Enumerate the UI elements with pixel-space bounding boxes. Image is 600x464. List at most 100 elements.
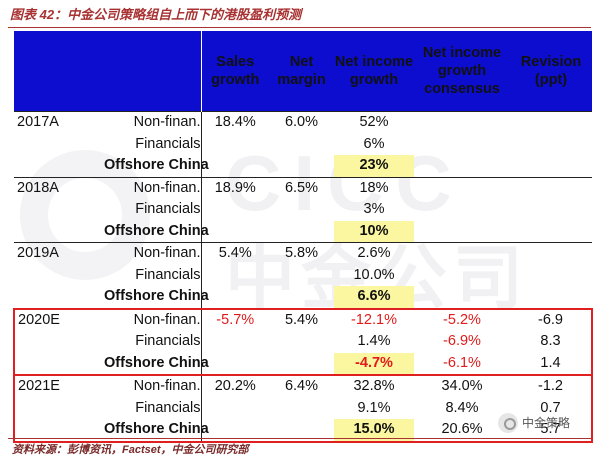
- header-row: Sales growth Net margin Net income growt…: [14, 31, 592, 112]
- cell-revision: [510, 134, 592, 156]
- cell-year: 2017A: [14, 111, 104, 134]
- cell-segment: Offshore China: [104, 288, 209, 305]
- table-row: Offshore China 23%: [14, 155, 592, 177]
- table-row: 2018A Non-finan. 18.9% 6.5% 18%: [14, 176, 592, 199]
- wechat-badge: 中金策略: [498, 410, 570, 436]
- cell-revision: [510, 111, 592, 134]
- cell-year: [13, 352, 104, 376]
- cell-segment: Offshore China: [104, 157, 209, 174]
- table-row: Financials 9.1% 8.4% 0.7: [13, 397, 593, 420]
- cell-consensus: -5.2%: [414, 307, 510, 331]
- cell-net-income-growth: 1.4%: [357, 333, 391, 350]
- cell-sales-growth: [200, 220, 269, 243]
- cell-year: [13, 331, 104, 353]
- cell-sales-growth: 5.4%: [200, 242, 269, 265]
- wechat-icon: [498, 413, 518, 433]
- cell-sales-growth: [200, 286, 269, 309]
- table-row: Financials 3%: [14, 199, 592, 221]
- cell-sales-growth: [200, 199, 269, 221]
- badge-label: 中金策略: [522, 416, 571, 430]
- header-revision: Revision (ppt): [510, 31, 592, 112]
- cell-net-income-growth: 52%: [334, 111, 414, 134]
- cell-revision: 5.7: [510, 419, 593, 443]
- cell-segment: Financials: [135, 201, 201, 218]
- cell-year: 2019A: [14, 242, 104, 265]
- table-row: Financials 1.4% -6.9% 8.3: [13, 331, 593, 353]
- cell-sales-growth: [200, 155, 269, 177]
- cell-year: [14, 265, 104, 287]
- bottom-rule: [8, 438, 591, 439]
- cell-net-margin: [269, 265, 334, 287]
- cell-net-margin: [269, 199, 334, 221]
- cell-net-income-growth: 9.1%: [357, 399, 391, 416]
- cell-revision: 1.4: [510, 352, 593, 376]
- cell-segment: Financials: [135, 135, 201, 152]
- header-consensus: Net income growth consensus: [414, 31, 510, 112]
- cell-sales-growth: 18.4%: [200, 111, 269, 134]
- earnings-forecast-table: Sales growth Net margin Net income growt…: [13, 31, 593, 443]
- cell-net-income-growth: 15.0%: [334, 419, 414, 443]
- cell-net-margin: [269, 398, 334, 420]
- cell-net-income-growth: -4.7%: [334, 352, 414, 376]
- cell-revision: [510, 265, 592, 287]
- cell-year: [14, 134, 104, 156]
- cell-revision: [510, 221, 592, 243]
- cell-consensus: [414, 111, 510, 134]
- cell-segment: Offshore China: [104, 352, 209, 376]
- cell-revision: -6.9: [510, 307, 593, 331]
- cell-year: 2021E: [13, 374, 104, 398]
- cell-sales-growth: -5.7%: [200, 307, 269, 331]
- cell-net-margin: [269, 221, 334, 243]
- cell-consensus: -6.1%: [414, 352, 510, 376]
- table-row: Offshore China 15.0% 20.6% 5.7: [13, 419, 593, 443]
- cell-revision: [510, 242, 592, 265]
- cell-consensus: [414, 199, 510, 221]
- cell-year: [14, 221, 104, 243]
- cell-segment: Financials: [135, 333, 201, 350]
- cell-consensus: 34.0%: [414, 374, 510, 398]
- cell-year: [13, 419, 104, 443]
- cell-consensus: [414, 242, 510, 265]
- cell-segment: Non-finan.: [104, 176, 201, 199]
- cell-segment: Non-finan.: [104, 374, 201, 398]
- cell-net-income-growth: 18%: [334, 176, 414, 199]
- cell-net-income-growth: 32.8%: [334, 374, 414, 398]
- cell-net-margin: [269, 331, 334, 353]
- cell-net-income-growth: -12.1%: [334, 307, 414, 331]
- cell-year: 2018A: [14, 176, 104, 199]
- table-row: 2020E Non-finan. -5.7% 5.4% -12.1% -5.2% -6.9: [13, 307, 593, 331]
- cell-year: [14, 199, 104, 221]
- cell-net-income-growth: 2.6%: [334, 242, 414, 265]
- cell-net-income-growth: 3%: [363, 201, 385, 218]
- cell-revision: [510, 176, 592, 199]
- table-row: 2019A Non-finan. 5.4% 5.8% 2.6%: [14, 242, 592, 265]
- cell-consensus: [414, 134, 510, 156]
- table-row: Financials 10.0%: [14, 264, 592, 287]
- cell-net-income-growth: 10%: [334, 220, 414, 243]
- table-row: Financials 6%: [14, 133, 592, 156]
- cell-revision: [510, 286, 592, 309]
- cell-segment: Offshore China: [104, 222, 209, 239]
- cell-net-income-growth: 10.0%: [353, 266, 395, 283]
- cell-year: [14, 155, 104, 177]
- cell-sales-growth: [200, 352, 269, 376]
- cell-sales-growth: [200, 264, 269, 286]
- cell-net-margin: [269, 134, 334, 156]
- cell-sales-growth: 18.9%: [200, 176, 269, 199]
- cell-net-income-growth: 6%: [363, 135, 385, 152]
- cell-segment: Non-finan.: [104, 111, 201, 134]
- cell-year: [13, 397, 104, 419]
- cell-sales-growth: [200, 397, 269, 419]
- cell-net-margin: 6.0%: [269, 111, 334, 134]
- cell-net-margin: [269, 419, 334, 443]
- cell-consensus: 20.6%: [414, 419, 510, 443]
- cell-net-margin: 5.8%: [269, 242, 334, 265]
- cell-net-margin: [269, 352, 334, 376]
- cell-sales-growth: [200, 133, 269, 155]
- header-sales-growth: Sales growth: [200, 31, 269, 112]
- cell-net-income-growth: 23%: [334, 155, 414, 177]
- table-row: Offshore China 6.6%: [14, 286, 592, 309]
- cell-net-margin: 5.4%: [269, 307, 334, 331]
- table-row: Offshore China -4.7% -6.1% 1.4: [13, 352, 593, 376]
- cell-segment: Financials: [135, 399, 201, 416]
